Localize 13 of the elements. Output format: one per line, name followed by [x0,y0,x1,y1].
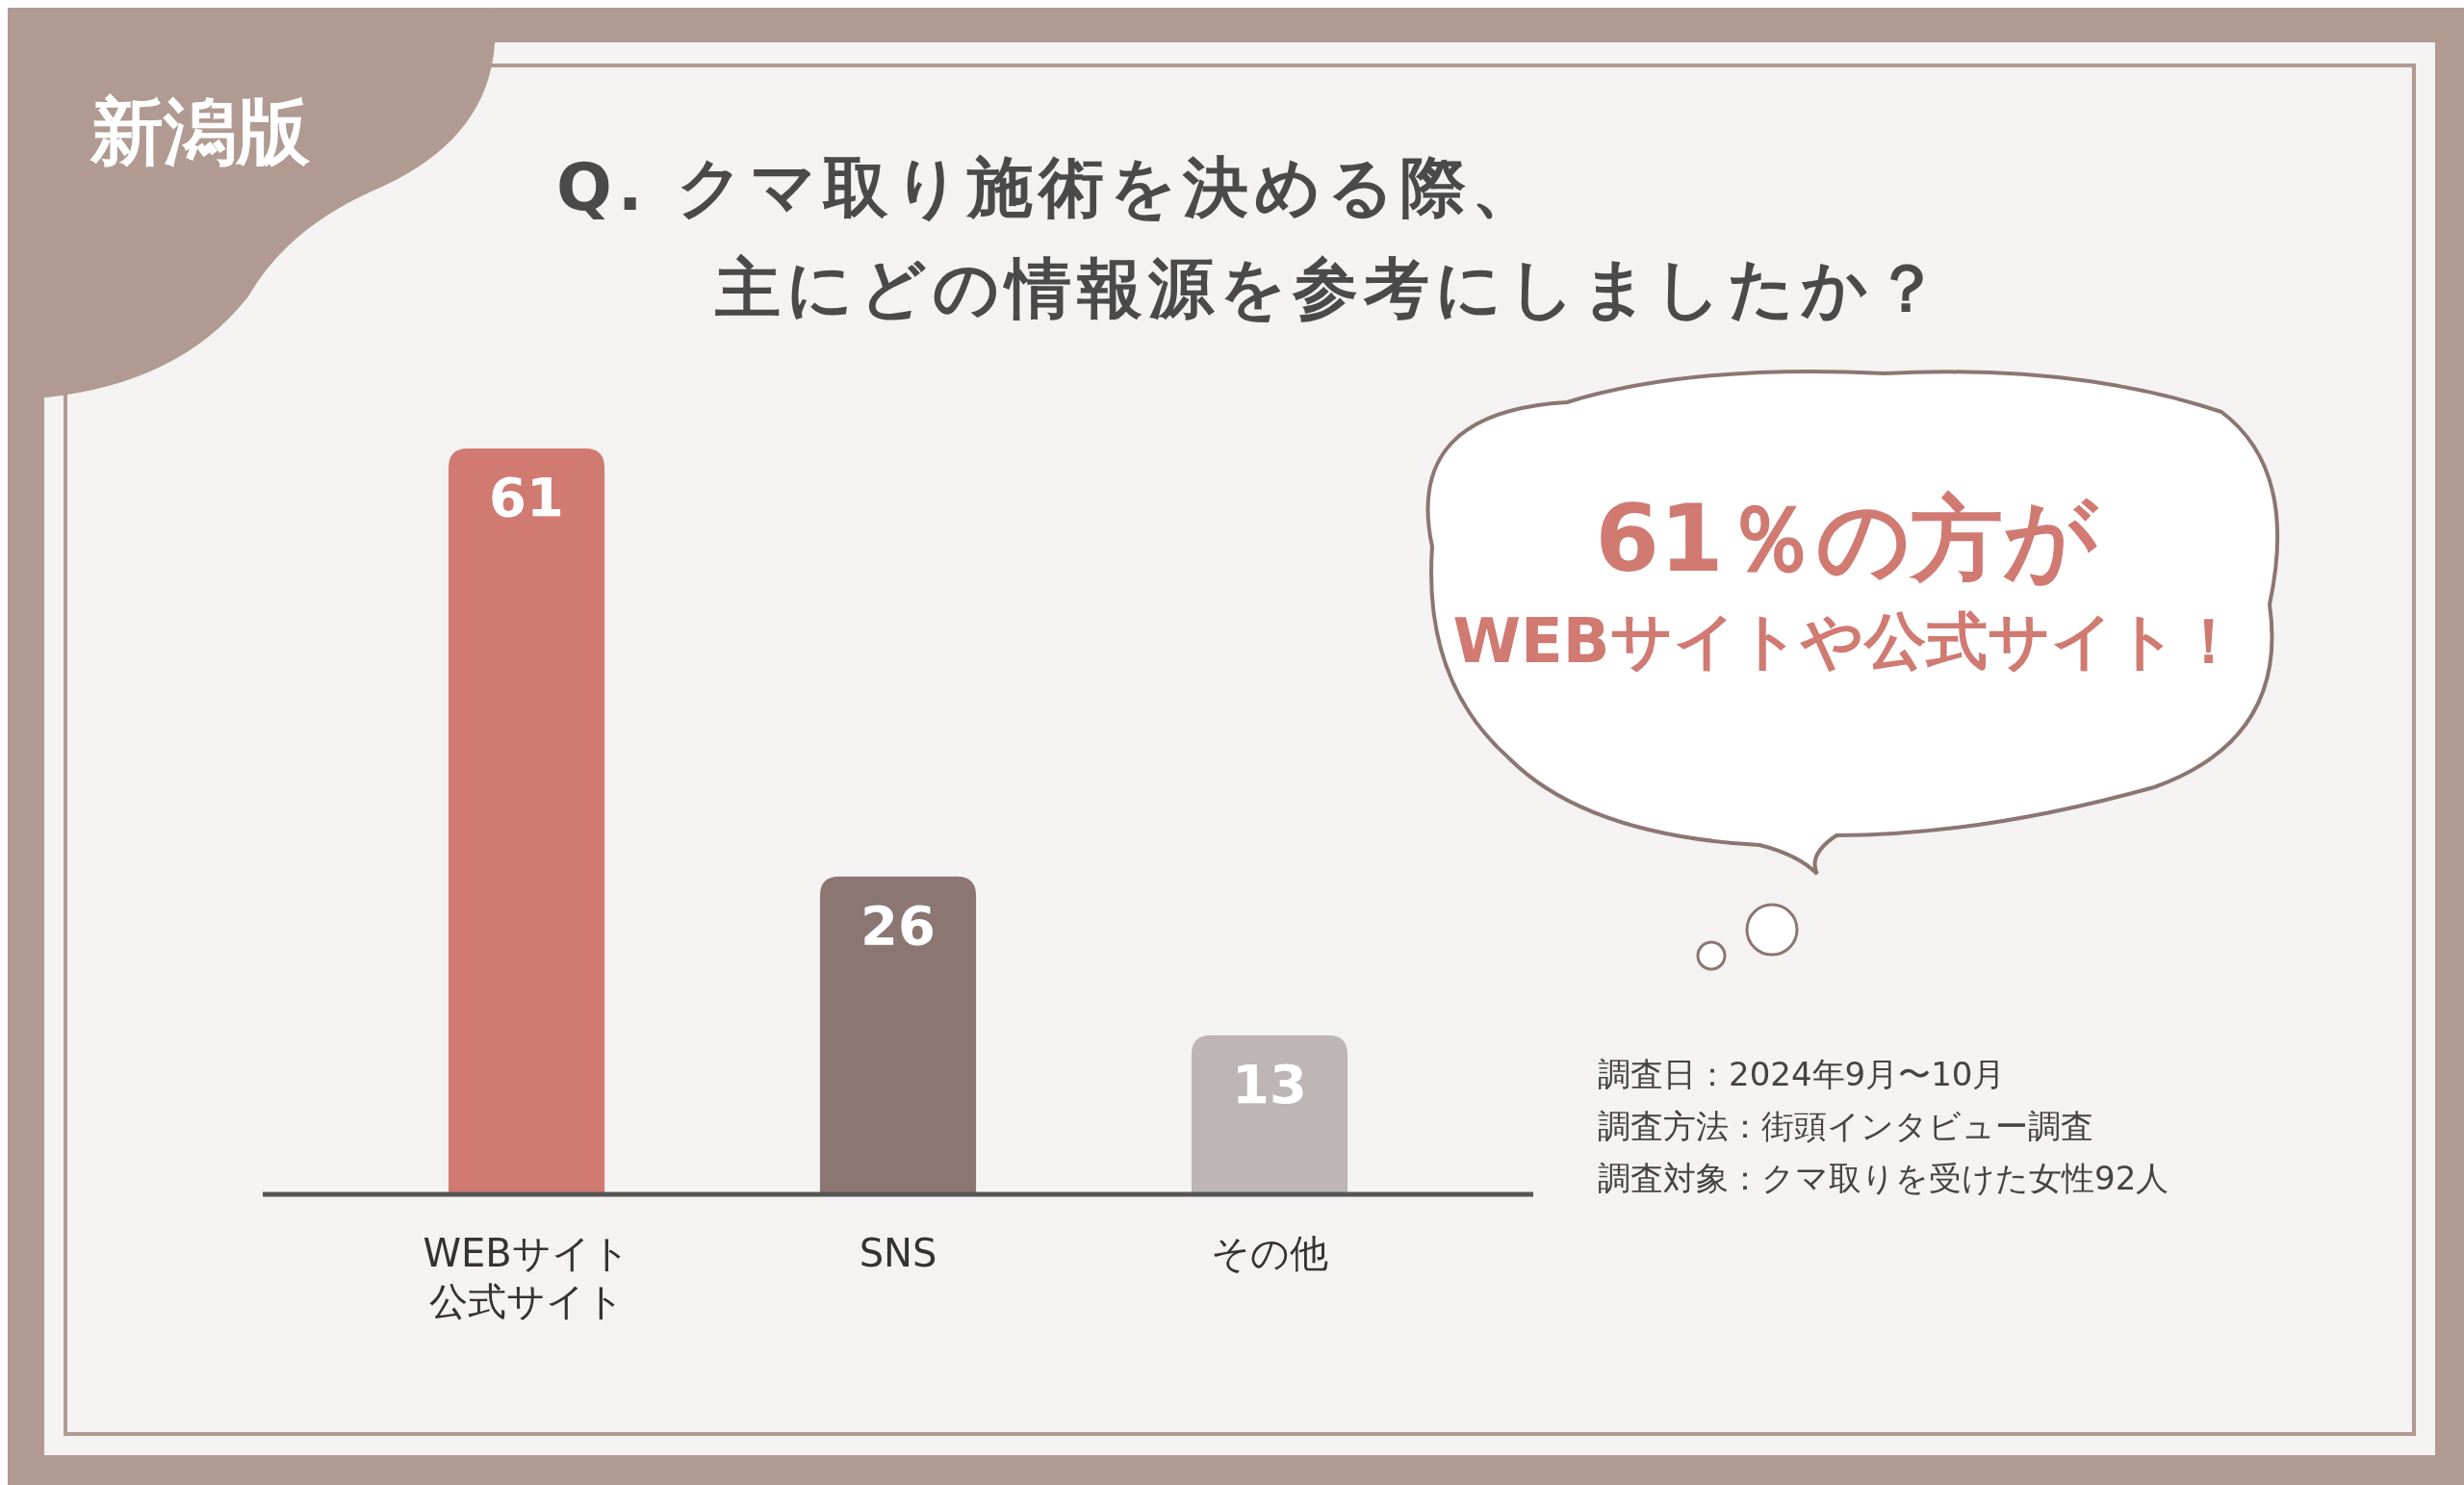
data-label: 13 [1232,1052,1307,1115]
text: 調査対象：クマ取りを受けた女性92人 [1598,1159,2169,1197]
text: 調査方法：街頭インタビュー調査 [1598,1107,2093,1145]
text: 調査日：2024年9月〜10月 [1598,1055,2006,1093]
text: 新潟版 [90,89,311,174]
x-tick-label: WEBサイト公式サイト [423,1231,630,1323]
data-label: 61 [489,466,564,528]
x-tick-label: その他 [1210,1231,1328,1275]
x-tick-label: SNS [859,1231,937,1275]
chart-title: Q. クマ取り施術を決める際、主にどの情報源を参考にしましたか？ [556,149,1945,326]
annotation: WEBサイトや公式サイト！ [1452,605,2240,677]
text: 61％の方が [1595,485,2099,593]
data-label: 26 [860,893,936,957]
